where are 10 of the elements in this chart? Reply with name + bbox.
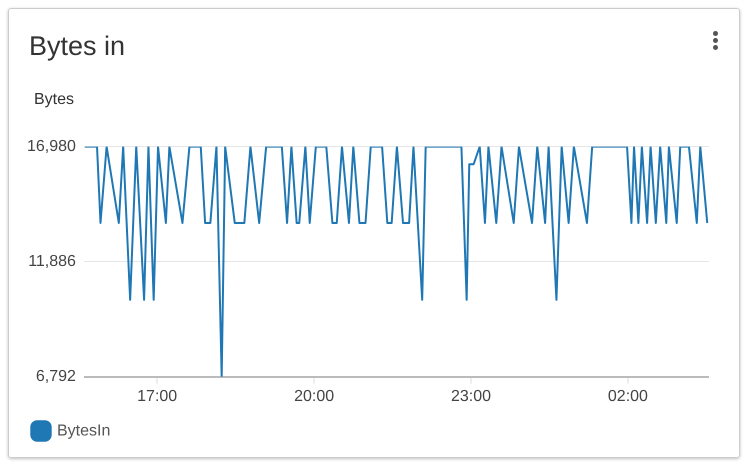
y-axis-title: Bytes bbox=[34, 91, 74, 109]
x-tick-label: 23:00 bbox=[450, 388, 492, 405]
legend-label: BytesIn bbox=[57, 422, 110, 440]
chart-title: Bytes in bbox=[29, 31, 126, 62]
x-tick-label: 17:00 bbox=[137, 388, 178, 405]
y-tick-label: 11,886 bbox=[28, 253, 76, 270]
y-tick-label: 6,792 bbox=[36, 368, 76, 386]
x-tick-label: 20:00 bbox=[294, 388, 334, 405]
x-tick-label: 02:00 bbox=[608, 388, 648, 405]
y-tick-label: 16,980 bbox=[27, 138, 76, 156]
